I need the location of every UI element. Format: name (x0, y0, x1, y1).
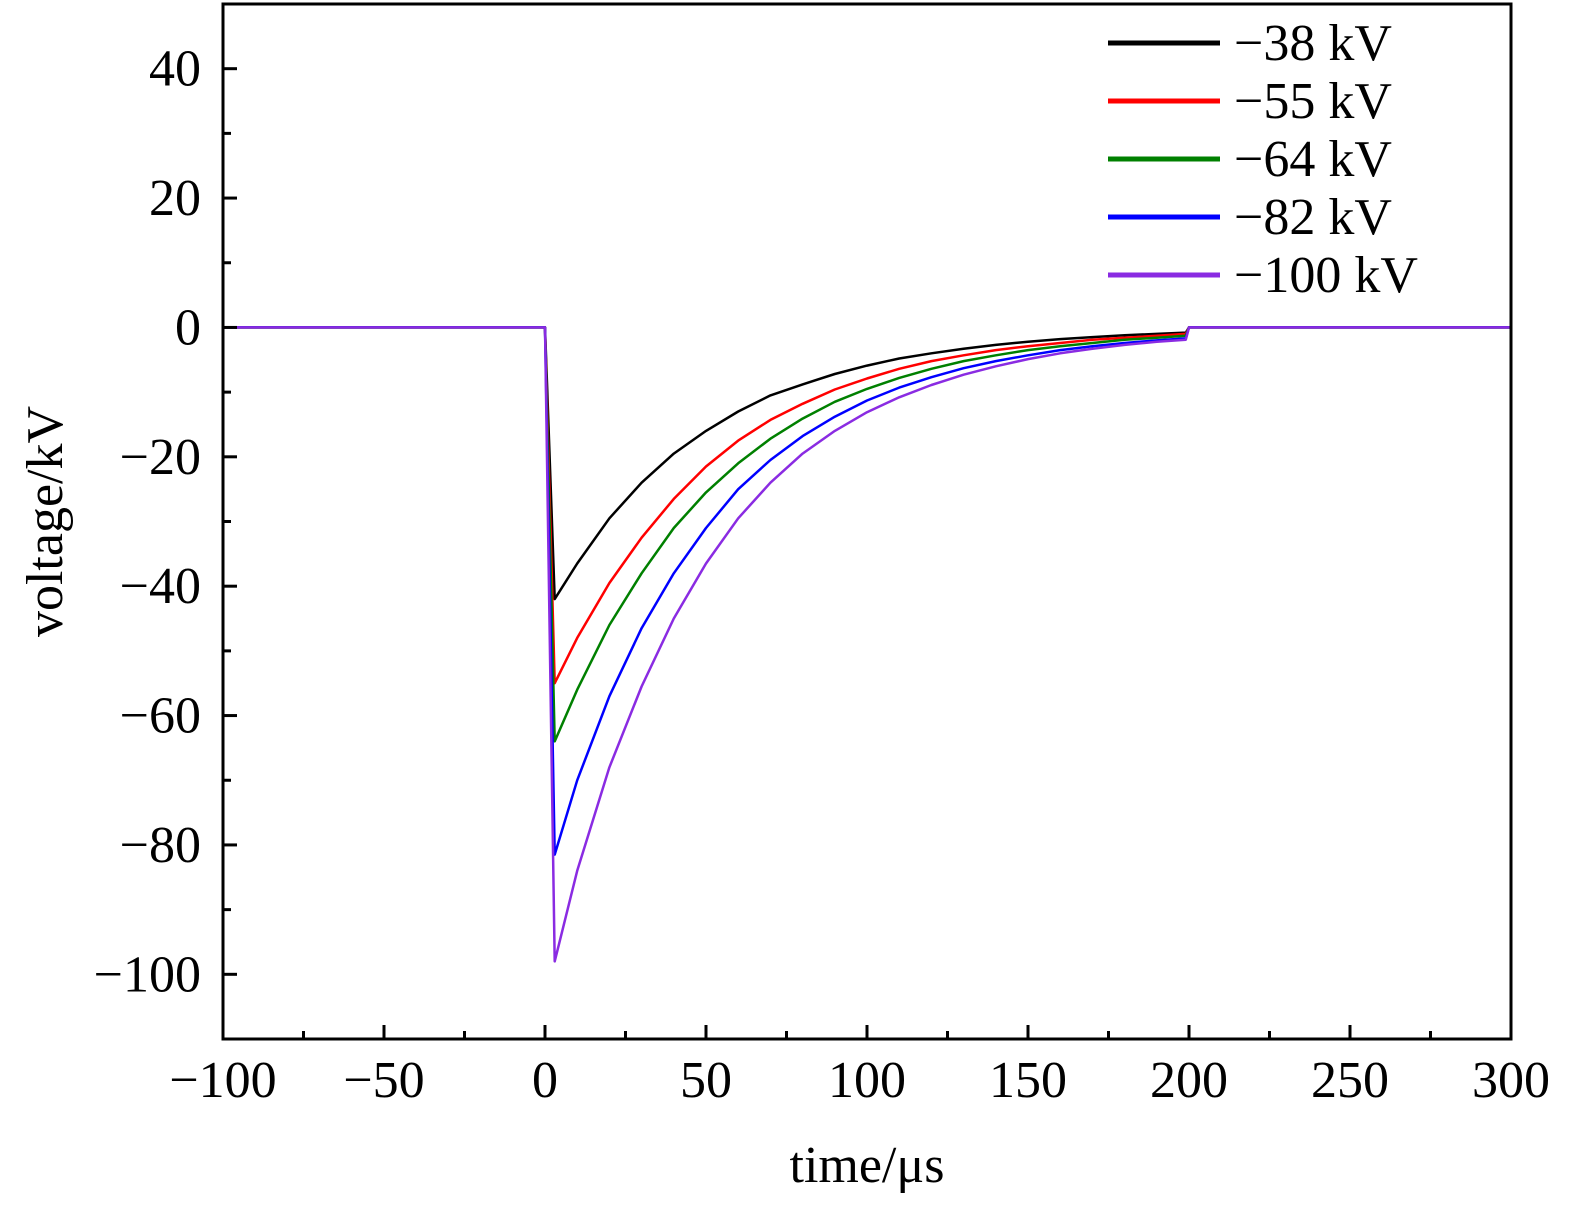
legend-label: −38 kV (1234, 15, 1392, 72)
y-tick-label: −100 (94, 946, 201, 1003)
legend-label: −55 kV (1234, 73, 1392, 130)
y-tick-label: −40 (120, 558, 201, 615)
series-line-5 (223, 326, 1511, 963)
x-tick-label: 50 (680, 1052, 732, 1109)
legend-label: −64 kV (1234, 131, 1392, 188)
legend-label: −82 kV (1234, 189, 1392, 246)
series-line-4 (223, 326, 1511, 856)
y-axis: −100 −80 −60 −40 −20 0 20 40 (94, 2, 237, 1041)
y-tick-label: 20 (149, 170, 201, 227)
series-line-2 (223, 326, 1511, 685)
x-tick-label: 200 (1150, 1052, 1228, 1109)
plot-frame (221, 2, 1513, 1041)
y-tick-label: −20 (120, 429, 201, 486)
y-tick-label: 0 (175, 299, 201, 356)
x-tick-label: 150 (989, 1052, 1067, 1109)
y-tick-label: 40 (149, 41, 201, 98)
y-axis-title: voltage/kV (17, 406, 74, 637)
x-tick-label: 300 (1472, 1052, 1550, 1109)
x-tick-label: −100 (169, 1052, 276, 1109)
legend: −38 kV−55 kV−64 kV−82 kV−100 kV (1108, 15, 1418, 304)
legend-label: −100 kV (1234, 247, 1418, 304)
x-tick-label: 0 (532, 1052, 558, 1109)
y-tick-label: −80 (120, 817, 201, 874)
x-tick-label: 100 (828, 1052, 906, 1109)
plot-area (223, 326, 1511, 963)
x-tick-label: −50 (343, 1052, 424, 1109)
y-tick-label: −60 (120, 688, 201, 745)
x-tick-label: 250 (1311, 1052, 1389, 1109)
x-axis: −100 −50 0 50 100 150 200 250 300 (169, 1025, 1550, 1109)
series-line-1 (223, 326, 1511, 601)
x-axis-title: time/μs (790, 1137, 945, 1194)
series-line-3 (223, 326, 1511, 743)
